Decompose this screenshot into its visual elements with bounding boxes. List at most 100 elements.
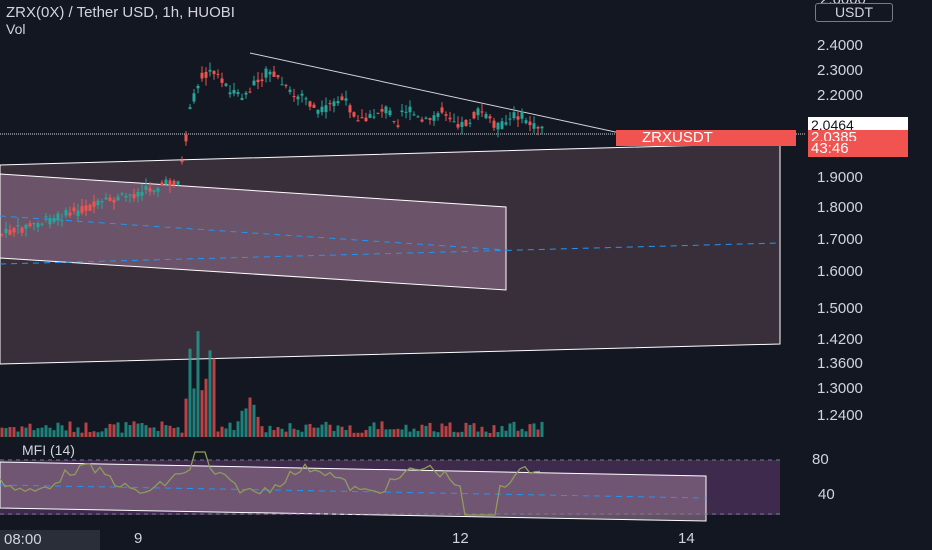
candle-body: [428, 118, 432, 120]
candle-body: [432, 115, 436, 121]
candle-body: [308, 101, 312, 107]
candle-body: [336, 100, 340, 104]
candle-body: [480, 111, 484, 113]
volume-bar: [152, 427, 156, 437]
volume-bar: [464, 422, 468, 437]
candle-body: [68, 212, 72, 216]
volume-bar: [260, 426, 264, 437]
last-price-tag: 2.0464: [808, 117, 908, 133]
volume-bar: [504, 430, 508, 437]
volume-bar: [64, 430, 68, 437]
volume-bar: [92, 431, 96, 437]
candle-body: [332, 101, 336, 107]
candle-body: [280, 84, 284, 86]
volume-bar: [108, 423, 112, 437]
candle-body: [508, 118, 512, 120]
candle-body: [452, 121, 456, 123]
price-axis[interactable]: 2.6000 USDT 2.4000 2.3000 2.2000 1.9000 1.80…: [805, 0, 932, 530]
volume-bar: [508, 423, 512, 437]
volume-bar: [28, 423, 32, 437]
candle-body: [516, 116, 520, 120]
current-time-box[interactable]: 08:00: [0, 530, 100, 550]
candle-body: [52, 218, 56, 222]
volume-bar: [472, 423, 476, 437]
candle-body: [28, 223, 32, 227]
volume-bar: [540, 421, 544, 437]
price-tick: 1.8000: [817, 199, 863, 216]
candle-body: [212, 71, 216, 75]
candle-body: [412, 114, 416, 116]
volume-bar: [176, 427, 180, 437]
volume-bar: [236, 421, 240, 437]
volume-bar: [84, 422, 88, 437]
volume-bar: [280, 428, 284, 437]
volume-bar: [448, 422, 452, 437]
candle-body: [444, 114, 448, 116]
volume-bar: [532, 423, 536, 437]
candle-body: [112, 199, 116, 203]
candle-body: [92, 201, 96, 207]
volume-bar: [20, 426, 24, 437]
candle-body: [456, 124, 460, 128]
candle-body: [324, 105, 328, 113]
volume-bar: [80, 432, 84, 437]
volume-bar: [304, 424, 308, 437]
candle-body: [372, 116, 376, 118]
candle-body: [140, 192, 144, 196]
candle-body: [120, 193, 124, 195]
volume-bar: [524, 431, 528, 437]
candle-body: [352, 112, 356, 117]
candle-body: [80, 206, 84, 213]
candle-body: [500, 121, 504, 129]
candle-body: [276, 75, 280, 78]
candle-body: [532, 123, 536, 129]
candle-body: [200, 72, 204, 79]
candle-body: [236, 92, 240, 95]
volume-bar: [276, 427, 280, 437]
candle-body: [392, 120, 396, 122]
candle-body: [304, 98, 308, 100]
candle-body: [176, 181, 180, 185]
candle-body: [208, 69, 212, 72]
volume-bar: [180, 432, 184, 437]
candle-body: [496, 122, 500, 130]
volume-bar: [148, 427, 152, 437]
candle-body: [472, 111, 476, 119]
volume-bar: [356, 432, 360, 437]
candle-body: [104, 197, 108, 200]
currency-label[interactable]: USDT: [815, 3, 893, 22]
volume-bar: [344, 430, 348, 437]
candle-body: [388, 110, 392, 116]
volume-bar: [8, 427, 12, 437]
candle-body: [436, 113, 440, 117]
candle-body: [536, 127, 540, 129]
candle-body: [264, 68, 268, 78]
volume-bar: [96, 432, 100, 437]
candle-body: [440, 107, 444, 113]
symbol-tag: ZRXUSDT: [616, 130, 796, 146]
volume-bar: [256, 416, 260, 437]
candle-body: [76, 210, 80, 217]
candle-body: [380, 109, 384, 112]
time-label-9: 9: [134, 530, 143, 547]
volume-bar: [220, 426, 224, 437]
candle-body: [312, 104, 316, 108]
price-tick: 2.4000: [817, 37, 863, 54]
candle-body: [108, 197, 112, 202]
volume-bar: [480, 426, 484, 437]
volume-bar: [460, 431, 464, 437]
volume-bar: [40, 427, 44, 437]
legend-title: ZRX(0X) / Tether USD, 1h, HUOBI: [6, 4, 235, 21]
volume-bar: [232, 430, 236, 437]
volume-bar: [384, 429, 388, 437]
candle-body: [132, 194, 136, 199]
volume-bar: [0, 427, 4, 437]
volume-bar: [140, 423, 144, 437]
candle-body: [360, 117, 364, 119]
candle-body: [344, 98, 348, 101]
candle-body: [320, 106, 324, 113]
candle-body: [356, 120, 360, 122]
legend-volume: Vol: [6, 21, 26, 37]
volume-bar: [348, 425, 352, 437]
